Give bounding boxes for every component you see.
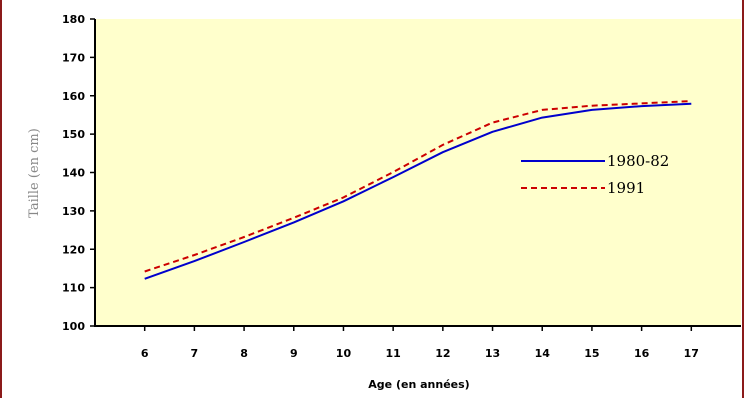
y-tick-label: 110 [62, 282, 85, 295]
y-tick-label: 170 [62, 51, 85, 64]
x-tick-label: 7 [191, 347, 199, 360]
y-tick-label: 140 [62, 167, 85, 180]
x-axis-ticks: 6 7 8 9 10 11 12 13 14 15 16 17 [141, 326, 699, 360]
x-tick-label: 14 [535, 347, 551, 360]
x-tick-label: 6 [141, 347, 149, 360]
x-tick-label: 15 [584, 347, 599, 360]
x-tick-label: 10 [336, 347, 352, 360]
series-line-1980-82 [144, 102, 692, 280]
y-tick-label: 100 [62, 320, 85, 333]
x-axis-label: Age (en années) [368, 378, 469, 391]
y-axis-label: Taille (en cm) [27, 128, 42, 218]
x-tick-label: 11 [385, 347, 400, 360]
series-group [144, 100, 692, 280]
y-tick-label: 130 [62, 205, 85, 218]
x-tick-label: 16 [634, 347, 650, 360]
x-tick-label: 8 [240, 347, 248, 360]
legend: 1980-82 1991 [521, 152, 669, 197]
x-tick-label: 9 [290, 347, 298, 360]
legend-label-1991: 1991 [607, 179, 645, 197]
y-tick-label: 160 [62, 90, 85, 103]
y-axis-ticks: 100 110 120 130 140 150 160 170 180 [62, 13, 95, 333]
x-tick-label: 17 [684, 347, 699, 360]
y-tick-label: 150 [62, 128, 85, 141]
y-tick-label: 180 [62, 13, 85, 26]
y-tick-label: 120 [62, 243, 85, 256]
x-tick-label: 13 [485, 347, 500, 360]
x-tick-label: 12 [435, 347, 450, 360]
plot-area [95, 19, 741, 326]
legend-label-1980-82: 1980-82 [607, 152, 669, 170]
